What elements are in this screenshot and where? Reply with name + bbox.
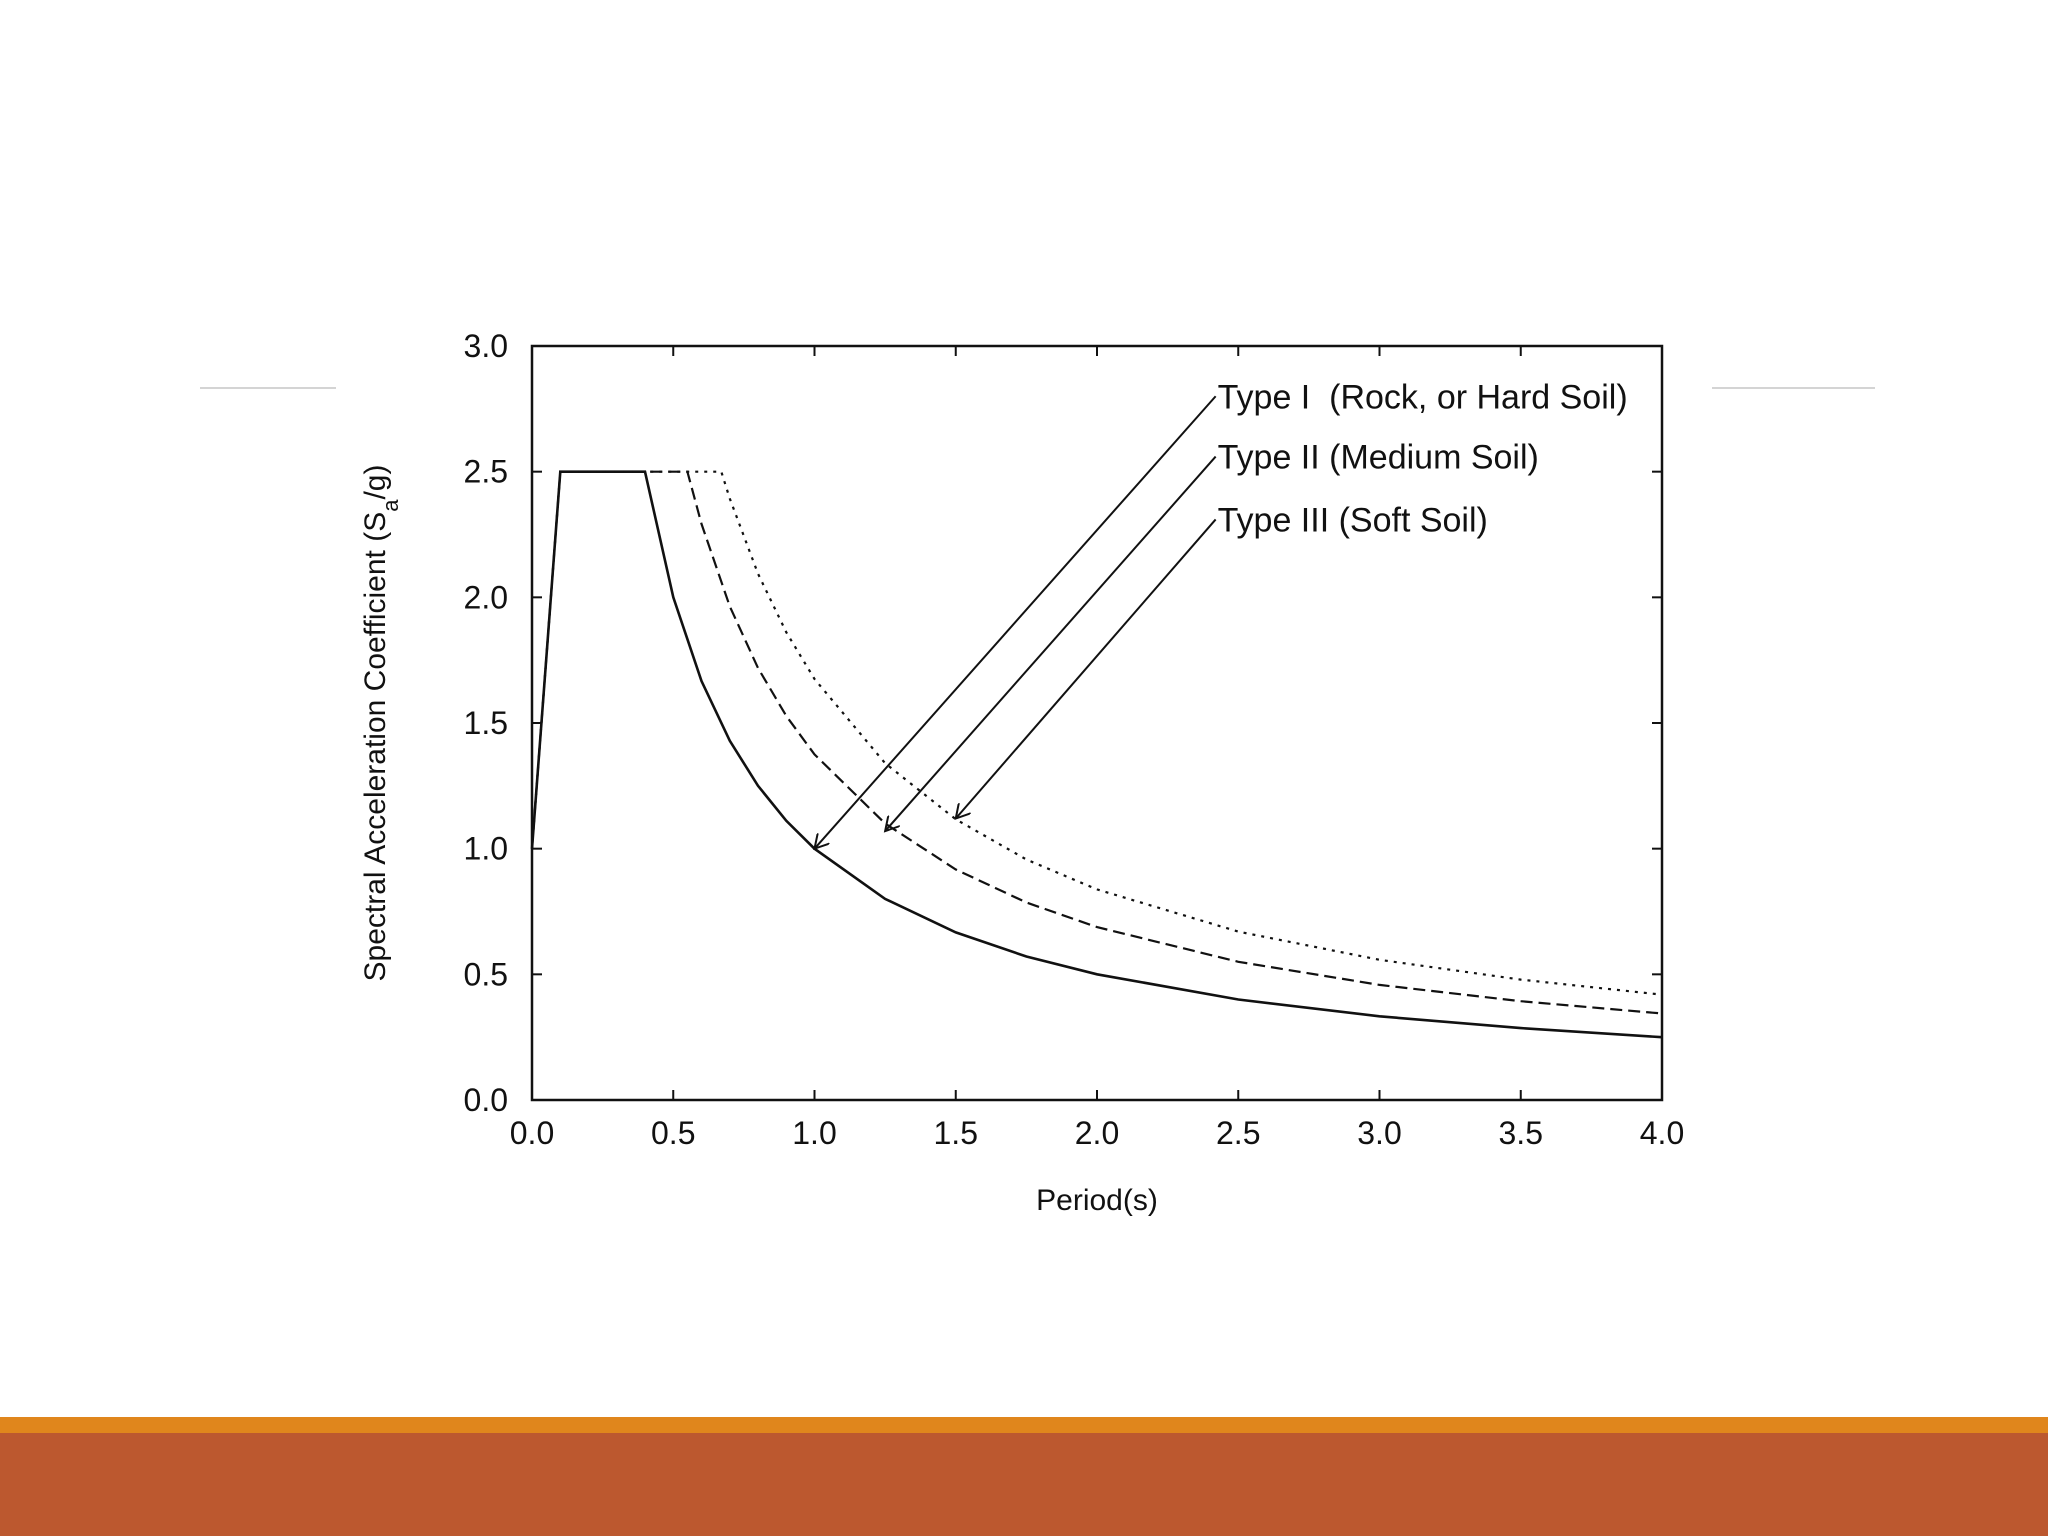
y-tick-label: 1.0 — [464, 831, 508, 867]
y-axis-title-main: Spectral Acceleration Coefficient (S — [359, 512, 392, 982]
y-axis-title-subscript: a — [378, 499, 403, 512]
legend-arrow-1 — [815, 395, 1217, 848]
x-tick-label: 3.5 — [1499, 1115, 1543, 1151]
title-rule-left — [200, 387, 336, 389]
x-axis-title: Period(s) — [1036, 1184, 1158, 1217]
footer-accent-stripe — [0, 1417, 2048, 1433]
y-tick-label: 1.5 — [464, 705, 508, 741]
y-tick-label: 2.5 — [464, 454, 508, 490]
y-tick-label: 0.0 — [464, 1082, 508, 1118]
y-tick-label: 3.0 — [464, 328, 508, 364]
x-tick-label: 3.0 — [1357, 1115, 1401, 1151]
legend-arrow-2 — [885, 455, 1217, 831]
legend-label-3: Type III (Soft Soil) — [1218, 501, 1488, 539]
x-tick-label: 0.0 — [510, 1115, 554, 1151]
series-line-2 — [530, 470, 1663, 1015]
x-tick-label: 1.5 — [934, 1115, 978, 1151]
legend-label-1: Type I (Rock, or Hard Soil) — [1218, 378, 1628, 416]
x-tick-label: 0.5 — [651, 1115, 695, 1151]
x-tick-label: 1.0 — [792, 1115, 836, 1151]
series-line-3 — [530, 470, 1663, 996]
legend-annotations: Type I (Rock, or Hard Soil) Type II (Medi… — [815, 378, 1628, 848]
x-tick-label: 4.0 — [1640, 1115, 1684, 1151]
y-axis-title-tail: /g) — [359, 465, 392, 500]
title-rule-right — [1712, 387, 1875, 389]
legend-label-2: Type II (Medium Soil) — [1218, 439, 1539, 477]
series-line-1 — [530, 470, 1663, 1039]
legend-arrow-3 — [956, 518, 1217, 818]
y-axis-title: Spectral Acceleration Coefficient (Sa/g) — [359, 465, 403, 982]
axis-ticks: 0.0 0.5 1.0 1.5 2.0 2.5 3.0 3.5 4.0 0.0 0.5 1.0 1.5 2… — [464, 328, 1685, 1151]
footer-band — [0, 1433, 2048, 1536]
x-tick-label: 2.5 — [1216, 1115, 1260, 1151]
y-tick-label: 0.5 — [464, 956, 508, 992]
y-tick-label: 2.0 — [464, 579, 508, 615]
series-lines — [530, 470, 1663, 1039]
x-tick-label: 2.0 — [1075, 1115, 1119, 1151]
